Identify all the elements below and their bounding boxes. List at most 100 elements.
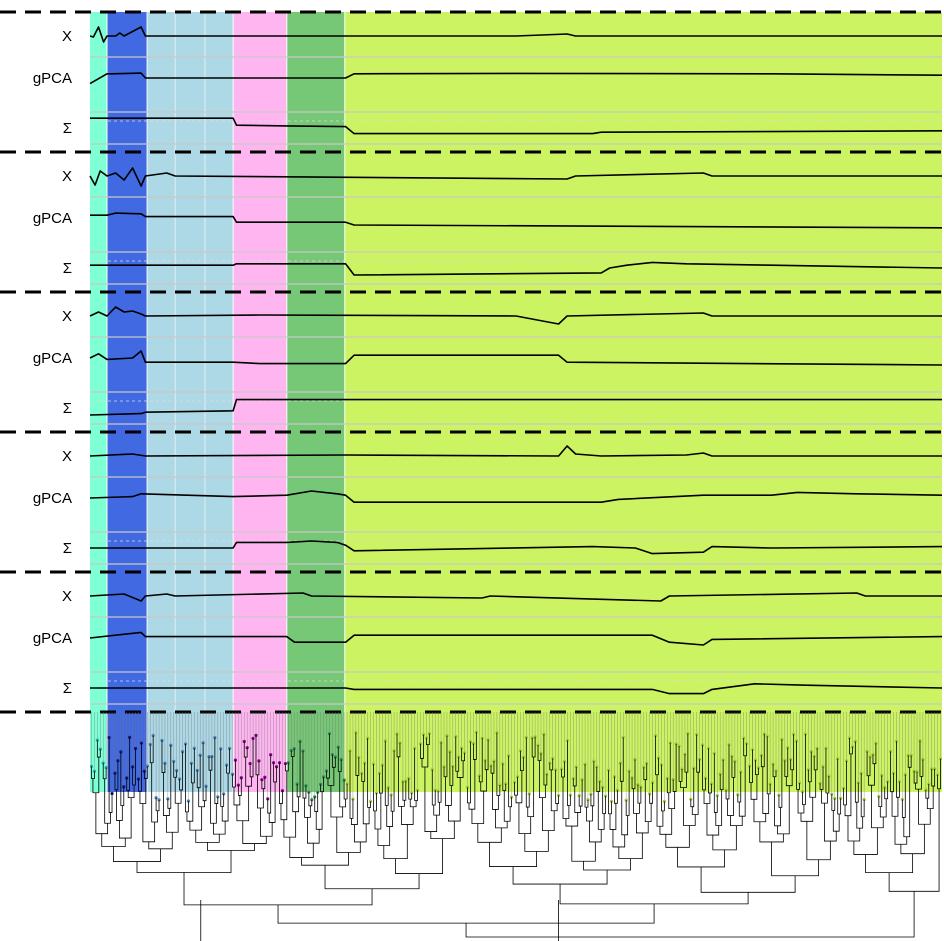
tree-branch [261, 777, 266, 790]
tree-branch [708, 748, 712, 794]
tree-branch [790, 734, 795, 771]
tree-branch [492, 773, 499, 810]
tree-branch [148, 832, 173, 850]
tree-branch [503, 790, 511, 822]
row-label-gpca: gPCA [33, 210, 72, 227]
tree-branch [355, 732, 360, 776]
tree-branch [537, 745, 542, 761]
tree-branch [856, 802, 864, 829]
tree-branch [383, 824, 408, 860]
tree-branch [425, 733, 430, 746]
tree-branch [430, 821, 455, 840]
tree-branch [512, 866, 608, 885]
tree-branch [771, 841, 820, 877]
tree-branch [571, 826, 596, 862]
tree-branch [508, 755, 512, 808]
tree-branch [806, 821, 831, 861]
tree-branch [567, 740, 571, 806]
tree-branch [139, 778, 147, 804]
row-label-gpca: gPCA [33, 630, 72, 647]
tree-branch [531, 736, 536, 758]
tree-branch [330, 785, 344, 818]
tree-branch [684, 733, 689, 773]
series-line-gpca-panel-2 [90, 212, 943, 229]
tree-branch [543, 734, 548, 786]
clade-band-clade-2 [107, 12, 148, 792]
tree-branch [386, 805, 394, 827]
tree-branch [449, 751, 454, 786]
row-label-sigma: Σ [63, 120, 72, 137]
tree-branch [420, 734, 424, 759]
tree-branch [367, 738, 371, 808]
tree-branch [132, 748, 136, 786]
series-line-x-panel-3 [89, 306, 942, 325]
tree-branch [226, 748, 230, 774]
tree-branch [315, 791, 323, 830]
tree-branch [336, 817, 361, 853]
clade-band-clade-6 [344, 12, 942, 792]
tree-branch [273, 762, 277, 783]
tree-branch [207, 842, 255, 851]
tree-branch [574, 785, 582, 813]
tree-branch [257, 774, 264, 809]
tree-branch [151, 762, 158, 823]
tree-branch [925, 784, 930, 799]
tree-branch [700, 866, 796, 893]
tree-branch [868, 763, 875, 786]
tree-branch [290, 748, 295, 757]
tree-branch [314, 792, 319, 812]
tree-branch [750, 774, 758, 800]
tree-branch [409, 799, 417, 808]
tree-branch [849, 738, 853, 755]
tree-branch [302, 750, 307, 799]
tree-branch [284, 762, 289, 772]
tree-branch [896, 741, 900, 798]
tree-branch [149, 735, 154, 764]
tree-branch [583, 858, 631, 871]
tree-branch [602, 787, 607, 814]
tree-branch [202, 742, 207, 802]
tree-branch [797, 789, 805, 814]
tree-branch [753, 799, 767, 823]
tree-branch [621, 781, 629, 836]
tree-branch [831, 794, 836, 811]
tree-branch [832, 810, 840, 832]
series-line-x-panel-1 [89, 26, 942, 43]
tree-branch [900, 824, 925, 855]
tree-branch [395, 838, 443, 874]
tree-branch [195, 830, 220, 843]
tree-branch [666, 742, 671, 794]
tree-branch [374, 793, 382, 830]
clade-bands [90, 12, 942, 792]
series-line-gpca-panel-3 [89, 350, 943, 366]
series-lines [89, 26, 943, 695]
row-label-gpca: gPCA [33, 490, 72, 507]
tree-branch [759, 821, 784, 843]
tree-branch [678, 746, 683, 782]
tree-branch [879, 798, 887, 818]
row-guides [90, 56, 942, 705]
tree-branch [565, 812, 579, 827]
tree-branch [277, 903, 655, 924]
tree-branch [853, 827, 878, 855]
row-label-gpca: gPCA [33, 350, 72, 367]
row-label-x: X [62, 308, 72, 325]
clade-band-clade-5 [286, 12, 345, 792]
tree-branch [120, 751, 125, 807]
tree-branch [597, 791, 605, 830]
tree-branch [659, 808, 673, 835]
series-line-sigma-panel-4 [90, 540, 943, 555]
tree-branch [872, 743, 877, 765]
tree-branch [113, 846, 161, 862]
tree-branch [301, 852, 349, 866]
series-line-sigma-panel-2 [90, 261, 943, 276]
tree-branch [612, 829, 626, 848]
tree-branch [471, 791, 485, 824]
tree-branch [455, 736, 460, 772]
series-line-sigma-panel-1 [90, 117, 943, 135]
tree-branch [465, 891, 915, 938]
panel-separators [0, 10, 944, 714]
series-line-gpca-panel-1 [89, 72, 943, 85]
row-label-x: X [62, 448, 72, 465]
